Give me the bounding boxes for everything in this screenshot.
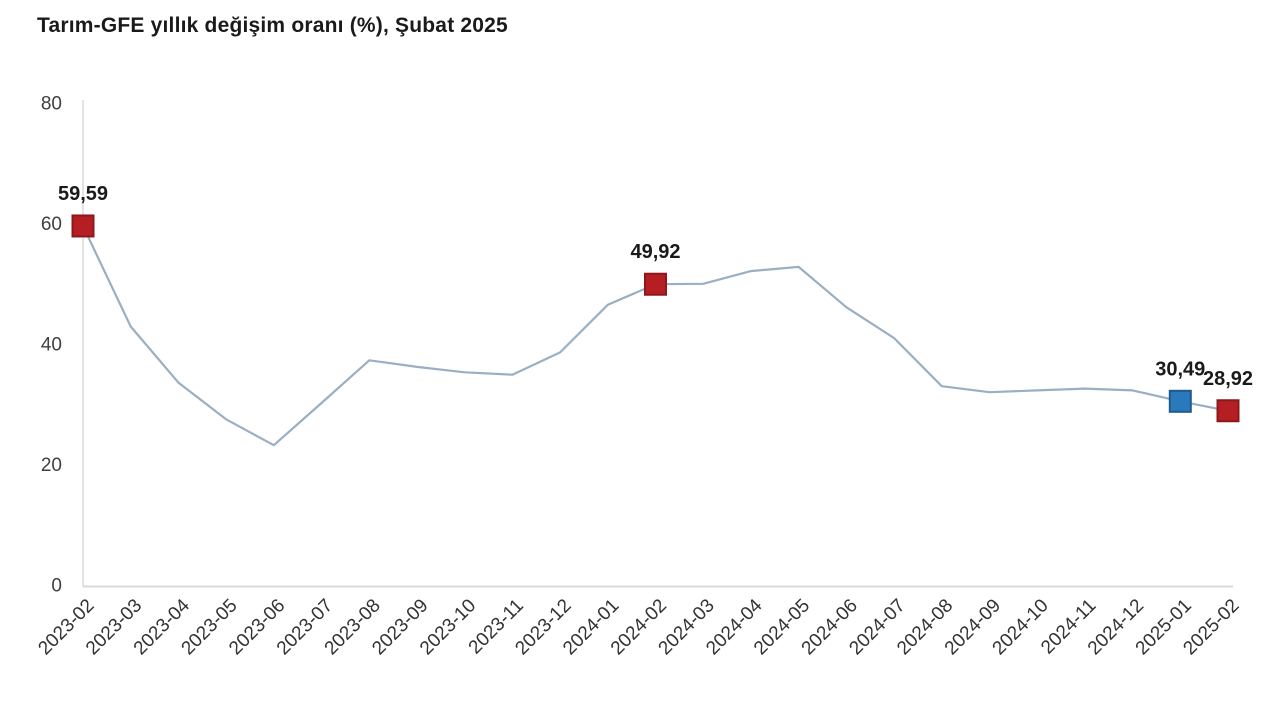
y-tick-label: 20 — [41, 455, 62, 476]
data-marker-red — [1216, 399, 1240, 423]
data-marker-blue — [1168, 389, 1192, 413]
data-point-label: 59,59 — [58, 183, 108, 205]
chart-title: Tarım-GFE yıllık değişim oranı (%), Şuba… — [37, 14, 508, 37]
data-marker-red — [71, 214, 95, 238]
y-tick-label: 80 — [41, 94, 62, 115]
y-tick-label: 0 — [51, 576, 62, 597]
y-tick-label: 60 — [41, 214, 62, 235]
data-marker-red — [644, 272, 667, 296]
data-point-label: 28,92 — [1203, 368, 1253, 390]
data-point-label: 30,49 — [1155, 358, 1205, 380]
y-tick-label: 40 — [41, 335, 62, 356]
data-point-label: 49,92 — [630, 241, 680, 263]
